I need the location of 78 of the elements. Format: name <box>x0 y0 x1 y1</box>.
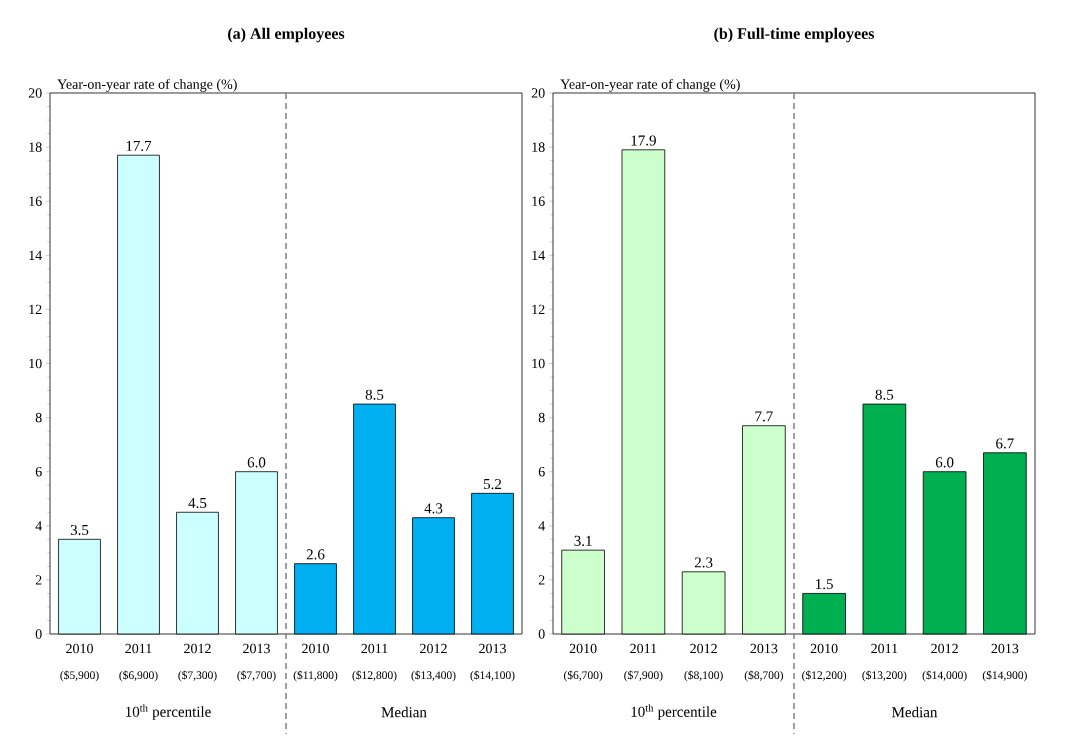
y-tick-label: 16 <box>29 196 42 206</box>
chart-title: (a) All employees <box>228 27 345 43</box>
text: Median <box>381 706 427 718</box>
x-tick-label: 2013 <box>479 643 506 654</box>
y-tick-label: 20 <box>531 88 545 98</box>
y-tick-label: 2 <box>35 575 42 585</box>
data-label: 2.6 <box>306 549 325 560</box>
text: ($6,900) <box>119 670 158 682</box>
data-label: 1.5 <box>816 579 833 590</box>
x-tick-label: 2010 <box>302 643 329 654</box>
y-tick-label: 6 <box>538 467 545 477</box>
y-tick-label: 16 <box>532 196 545 206</box>
x-tick-label: 2013 <box>991 643 1019 654</box>
y-tick-label: 2 <box>538 575 545 585</box>
x-tick-label: 2011 <box>361 643 388 654</box>
text: ($5,900) <box>60 670 99 682</box>
y-tick-label: 4 <box>538 521 545 531</box>
x-tick-label: 2010 <box>569 643 597 654</box>
x-tick-label: 2012 <box>420 643 447 654</box>
text: ($6,700) <box>563 670 603 682</box>
text: ($7,300) <box>178 670 217 682</box>
text: ($8,700) <box>744 670 784 682</box>
x-tick-label: 2011 <box>630 643 657 654</box>
text: ($7,700) <box>237 670 276 682</box>
data-label: 6.0 <box>247 457 266 468</box>
y-tick-label: 14 <box>29 250 42 260</box>
y-tick-label: 12 <box>532 304 545 315</box>
data-label: 7.7 <box>755 411 773 422</box>
chart-title: (b) Full-time employees <box>714 27 875 43</box>
y-tick-label: 4 <box>35 521 42 531</box>
data-label: 8.5 <box>875 389 894 400</box>
data-label: 3.1 <box>574 535 592 546</box>
text: Median <box>892 706 938 718</box>
text: ($14,000) <box>922 670 967 682</box>
y-tick-label: 8 <box>538 412 545 423</box>
text: ($7,900) <box>624 670 663 682</box>
y-tick-label: 6 <box>35 467 42 477</box>
data-label: 6.0 <box>935 457 954 468</box>
text: ($12,200) <box>802 670 847 682</box>
y-tick-label: 0 <box>35 629 42 639</box>
x-tick-label: 2012 <box>931 643 958 654</box>
x-tick-label: 2012 <box>690 643 717 654</box>
text: 10$^{th}$ percentile <box>631 704 717 720</box>
y-tick-label: 8 <box>35 412 42 423</box>
x-tick-label: 2013 <box>750 643 778 654</box>
y-tick-label: 0 <box>538 629 545 639</box>
y-tick-label: 18 <box>29 142 42 152</box>
x-tick-label: 2011 <box>125 643 152 654</box>
y-tick-label: 18 <box>532 142 545 152</box>
x-tick-label: 2010 <box>810 643 838 654</box>
y-tick-label: 14 <box>532 250 545 260</box>
data-label: 6.7 <box>996 438 1014 449</box>
text: ($14,900) <box>982 670 1027 682</box>
y-axis-title: Year-on-year rate of change (%) <box>57 78 237 92</box>
text: ($12,800) <box>352 670 397 682</box>
x-tick-label: 2011 <box>871 643 898 654</box>
data-label: 4.3 <box>424 503 443 514</box>
y-tick-label: 12 <box>29 304 42 315</box>
data-label: 17.7 <box>126 140 152 152</box>
data-label: 3.5 <box>70 524 89 536</box>
y-axis-title: Year-on-year rate of change (%) <box>560 78 740 92</box>
data-label: 2.3 <box>694 557 713 568</box>
text: ($14,100) <box>470 670 515 682</box>
text: 10$^{th}$ percentile <box>126 704 211 720</box>
data-label: 17.9 <box>631 135 656 146</box>
y-tick-label: 20 <box>28 88 42 98</box>
data-label: 8.5 <box>365 389 384 400</box>
x-tick-label: 2010 <box>66 643 93 654</box>
y-tick-label: 10 <box>29 358 42 369</box>
y-tick-label: 10 <box>532 358 545 369</box>
data-label: 4.5 <box>188 498 207 509</box>
x-tick-label: 2013 <box>243 643 270 654</box>
text: ($11,800) <box>293 670 338 682</box>
text: ($8,100) <box>684 670 723 682</box>
x-tick-label: 2012 <box>184 643 211 654</box>
text: ($13,200) <box>862 670 907 682</box>
data-label: 5.2 <box>484 479 502 490</box>
text: ($13,400) <box>411 670 456 682</box>
